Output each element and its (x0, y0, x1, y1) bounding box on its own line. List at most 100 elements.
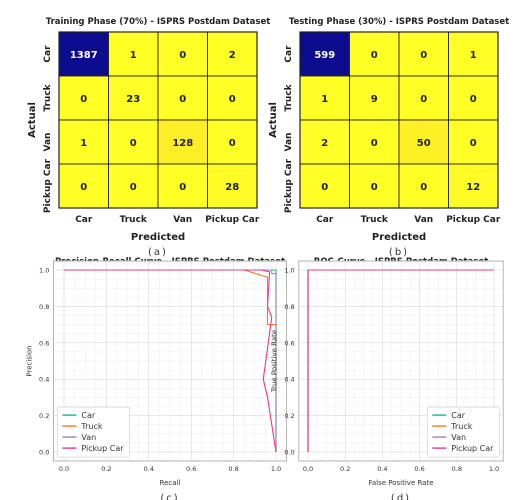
legend-box (426, 406, 500, 458)
x-tick-label: 1.0 (271, 465, 281, 473)
y-axis-label: Actual (268, 102, 279, 138)
heatmap-cell (299, 119, 350, 165)
legend-label: Car (451, 411, 465, 420)
y-tick-label: Pickup Car (284, 158, 294, 213)
heatmap-cell (58, 31, 109, 77)
x-tick-label: Car (316, 215, 334, 225)
confusion-matrix-training: Training Phase (70%) - ISPRS Postdam Dat… (27, 17, 270, 258)
cell-value: 0 (229, 138, 236, 149)
cell-value: 0 (470, 138, 477, 149)
cell-value: 1 (470, 50, 477, 61)
heatmap-cell (398, 163, 449, 209)
cell-value: 0 (321, 182, 328, 193)
x-tick-label: 0.4 (144, 465, 154, 473)
x-tick-label: 1.0 (489, 465, 499, 473)
matrix-frame (58, 31, 258, 209)
heatmap-cell (108, 119, 159, 165)
y-tick-label: 0.4 (284, 376, 294, 384)
heatmap-cell (349, 75, 400, 121)
y-axis-label: Actual (27, 102, 38, 138)
cell-value: 1 (321, 94, 328, 105)
y-tick-label: 0.0 (284, 449, 294, 457)
series-line-pickup-car (307, 269, 494, 452)
y-tick-label: 0.6 (284, 339, 294, 347)
cell-value: 128 (172, 138, 193, 149)
cell-value: 9 (371, 94, 378, 105)
y-tick-label: Car (284, 45, 294, 63)
cell-value: 0 (80, 182, 87, 193)
x-tick-label: 0.4 (377, 465, 387, 473)
legend-label: Van (81, 433, 96, 442)
legend: Car Truck Van Pickup Car (426, 406, 500, 458)
cell-value: 1 (80, 138, 87, 149)
cell-value: 2 (321, 138, 328, 149)
cell-value: 1387 (70, 50, 98, 61)
matrix-frame (299, 31, 499, 209)
cell-value: 0 (179, 94, 186, 105)
y-tick-label: 0.0 (39, 449, 49, 457)
x-tick-label: Van (173, 215, 192, 225)
legend-label: Car (81, 411, 95, 420)
y-tick-label: 0.6 (39, 339, 49, 347)
cell-value: 23 (126, 94, 140, 105)
series-line-pickup-car (64, 269, 277, 453)
cell-value: 12 (466, 182, 480, 193)
cell-value: 1 (130, 50, 137, 61)
x-tick-label: Car (75, 215, 93, 225)
cell-value: 2 (229, 50, 236, 61)
precision-recall-chart: Precision-Recall Curve - ISPRS Postdam D… (25, 257, 287, 500)
legend-label: Truck (80, 422, 102, 431)
x-tick-label: 0.6 (414, 465, 424, 473)
y-tick-label: 0.2 (39, 412, 49, 420)
cell-value: 0 (130, 182, 137, 193)
x-axis-label: Predicted (372, 232, 426, 243)
x-tick-label: 0.8 (228, 465, 238, 473)
y-axis-label: Precision (25, 345, 33, 376)
heatmap-cell (207, 119, 258, 165)
cell-value: 0 (470, 94, 477, 105)
heatmap-cell (299, 163, 350, 209)
cell-value: 599 (314, 50, 335, 61)
y-tick-label: Van (284, 133, 294, 152)
legend-box (57, 406, 130, 458)
cell-value: 0 (80, 94, 87, 105)
x-tick-label: 0.0 (303, 465, 313, 473)
confusion-matrix-testing: Testing Phase (30%) - ISPRS Postdam Data… (268, 17, 509, 258)
heatmap-cell (448, 75, 499, 121)
chart-title: Testing Phase (30%) - ISPRS Postdam Data… (289, 17, 509, 27)
heatmap-cell (349, 31, 400, 77)
x-tick-label: Pickup Car (446, 215, 501, 225)
y-axis-label: True Positive Rate (271, 330, 279, 393)
y-tick-label: Truck (43, 83, 53, 111)
y-tick-label: 0.8 (284, 303, 294, 311)
x-tick-label: 0.0 (59, 465, 69, 473)
y-tick-label: Pickup Car (43, 158, 53, 213)
cell-value: 50 (417, 138, 431, 149)
x-axis-label: Predicted (131, 232, 185, 243)
legend: Car Truck Van Pickup Car (57, 406, 130, 458)
heatmap-cell (207, 75, 258, 121)
x-tick-label: 0.6 (186, 465, 196, 473)
cell-value: 0 (130, 138, 137, 149)
legend-label: Truck (450, 422, 472, 431)
heatmap-cell (207, 163, 258, 209)
y-tick-label: 1.0 (39, 267, 49, 275)
cell-value: 0 (371, 138, 378, 149)
roc-chart: ROC-Curve - ISPRS Postdam Dataset0.00.20… (271, 257, 504, 500)
y-tick-label: 0.4 (39, 376, 49, 384)
x-axis-label: Recall (160, 479, 181, 487)
cell-value: 0 (420, 182, 427, 193)
cell-value: 0 (420, 50, 427, 61)
cell-value: 0 (371, 50, 378, 61)
cell-value: 28 (225, 182, 239, 193)
cell-value: 0 (420, 94, 427, 105)
x-tick-label: 0.2 (340, 465, 350, 473)
x-tick-label: Pickup Car (205, 215, 260, 225)
panel-caption: (b) (389, 247, 409, 258)
y-tick-label: 0.2 (284, 412, 294, 420)
legend-label: Pickup Car (81, 444, 124, 453)
y-tick-label: Van (43, 133, 53, 152)
heatmap-cell (398, 119, 449, 165)
y-tick-label: 0.8 (39, 303, 49, 311)
